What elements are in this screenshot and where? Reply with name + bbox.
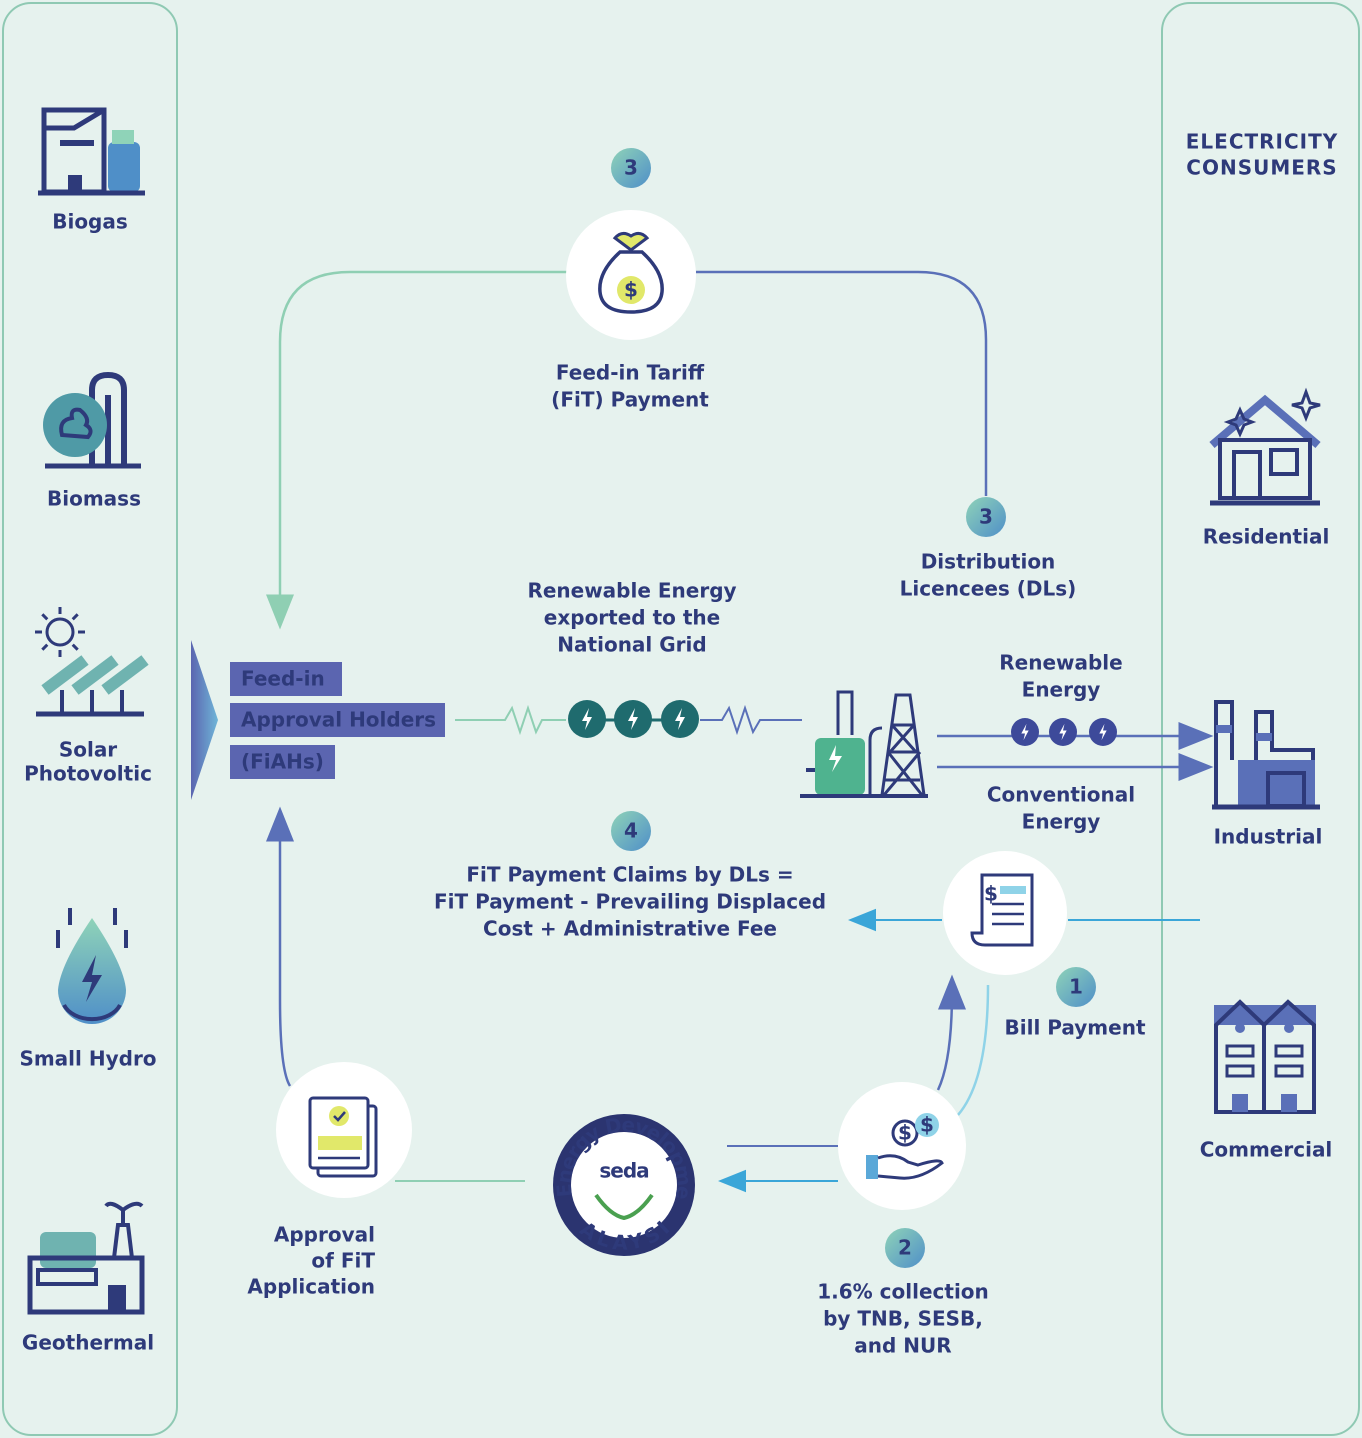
consumer-label: Industrial — [1214, 825, 1323, 849]
step-number: 1 — [1069, 975, 1083, 999]
icon — [1256, 733, 1272, 741]
diagram: Biogas Biomass SolarPhotovoltic Small Hydro… — [0, 0, 1362, 1438]
icon-symbol: $ — [898, 1121, 912, 1145]
icon — [43, 393, 107, 457]
icon — [44, 110, 104, 128]
source-label: Photovoltic — [24, 762, 152, 786]
flow-label: FiT Payment - Prevailing Displaced — [434, 890, 826, 914]
icon — [1227, 1066, 1253, 1076]
source-label: Biomass — [47, 487, 141, 511]
consumers-panel — [1162, 3, 1359, 1435]
source-label: Biogas — [52, 210, 128, 234]
flow-label: Renewable — [999, 651, 1122, 675]
consumer-label: Residential — [1203, 525, 1330, 549]
icon — [42, 614, 47, 619]
flow-label: Renewable Energy — [527, 579, 736, 603]
source-label: Solar — [59, 738, 117, 762]
icon — [1276, 1046, 1302, 1056]
source-label: Geothermal — [22, 1331, 154, 1355]
logo-name: seda — [599, 1159, 648, 1183]
fiah-label: Feed-in — [241, 667, 325, 691]
icon — [1232, 1094, 1248, 1112]
flow-label: Feed-in Tariff — [556, 361, 705, 385]
flow-label: and NUR — [854, 1334, 951, 1358]
flow-label: by TNB, SESB, — [823, 1307, 983, 1331]
icon — [106, 1204, 142, 1258]
collection-flow — [938, 992, 952, 1090]
flow-label: Energy — [1022, 678, 1101, 702]
icon — [108, 142, 140, 192]
flow-label: Application — [247, 1275, 375, 1299]
icon-symbol: $ — [984, 882, 998, 906]
icon — [40, 1232, 96, 1268]
icon — [73, 645, 78, 650]
collection-flow — [958, 985, 988, 1115]
consumers-title: ELECTRICITY — [1186, 130, 1338, 154]
page: FiT mechanism {"sources": [{"lines": ["B… — [0, 0, 1362, 1438]
fit-flow — [280, 272, 567, 612]
step-number: 4 — [624, 819, 638, 843]
step-number: 3 — [624, 156, 638, 180]
icon — [47, 619, 73, 645]
icon — [329, 1106, 349, 1126]
icon — [1000, 886, 1026, 894]
icon — [1284, 1023, 1294, 1033]
icon — [866, 1155, 878, 1179]
fiah-label: Approval Holders — [241, 708, 436, 732]
icon — [1276, 1066, 1302, 1076]
icon — [38, 1270, 96, 1284]
icon — [60, 140, 94, 146]
icon — [972, 875, 1032, 945]
flow-label: Conventional — [987, 783, 1135, 807]
icon — [1234, 452, 1260, 498]
flow-label: Distribution — [921, 550, 1056, 574]
icon — [73, 614, 78, 619]
icon — [318, 1136, 362, 1150]
icon — [112, 130, 134, 144]
flow-label: Energy — [1022, 810, 1101, 834]
flow-label: FiT Payment Claims by DLs = — [466, 863, 793, 887]
source-label: Small Hydro — [19, 1047, 156, 1071]
grid-export — [455, 708, 566, 732]
flow-label: 1.6% collection — [817, 1280, 989, 1304]
icon — [1292, 392, 1320, 418]
icon — [815, 738, 865, 795]
flow-label: Bill Payment — [1004, 1016, 1145, 1040]
approval-flow — [280, 824, 290, 1086]
icon — [1227, 1046, 1253, 1056]
flow-label: Licencees (DLs) — [900, 577, 1077, 601]
step-number: 3 — [979, 505, 993, 529]
flow-label: (FiT) Payment — [551, 388, 709, 412]
icon — [68, 175, 82, 192]
icon-symbol: $ — [624, 278, 638, 302]
flow-label: exported to the — [544, 606, 720, 630]
icon — [1235, 1023, 1245, 1033]
fiah-label: (FiAHs) — [241, 750, 324, 774]
pointer-triangle — [191, 640, 218, 800]
icon-symbol: $ — [920, 1113, 934, 1137]
icon — [42, 645, 47, 650]
consumer-label: Commercial — [1200, 1138, 1333, 1162]
fit-flow — [696, 272, 986, 496]
flow-label: Approval — [274, 1223, 375, 1247]
flow-label: Cost + Administrative Fee — [483, 917, 777, 941]
icon — [1281, 1094, 1297, 1112]
icon — [1271, 450, 1297, 474]
step-number: 2 — [898, 1236, 912, 1260]
icon — [108, 1285, 126, 1312]
grid-export — [700, 708, 802, 732]
body: Biogas Biomass SolarPhotovoltic Small Hydro… — [0, 0, 1362, 1438]
flow-label: of FiT — [311, 1249, 375, 1273]
consumers-title: CONSUMERS — [1186, 156, 1337, 180]
icon — [1216, 725, 1232, 733]
flow-label: National Grid — [557, 633, 706, 657]
